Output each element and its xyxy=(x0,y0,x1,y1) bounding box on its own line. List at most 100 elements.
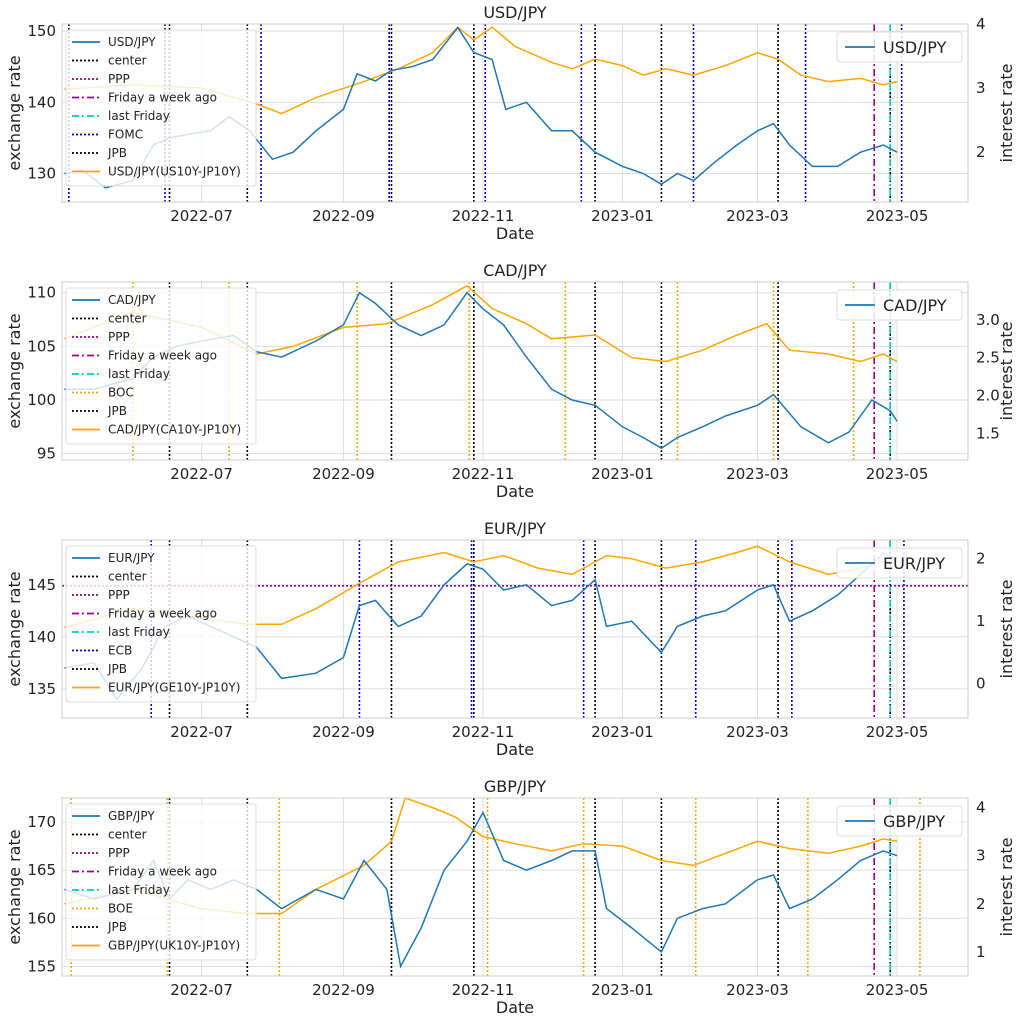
legend-entry-label: PPP xyxy=(108,846,130,860)
y-axis-label: exchange rate xyxy=(5,55,24,170)
legend-entry-label: CAD/JPY xyxy=(108,293,156,307)
y-tick-label: 150 xyxy=(27,22,56,40)
plot-frame xyxy=(61,281,969,461)
gbp-jpy-chart: 2022-07 2022-09 2022-11 2023-01 2023-03 2023-… xyxy=(5,777,1016,1017)
x-tick-label: 2023-01 xyxy=(591,465,654,483)
y2-tick-label: 2 xyxy=(976,895,986,913)
x-tick-label: 2022-07 xyxy=(170,207,233,225)
chart-title: GBP/JPY xyxy=(484,777,546,796)
x-tick-label: 2022-09 xyxy=(312,207,375,225)
y-tick-label: 140 xyxy=(27,93,56,111)
x-tick-label: 2023-01 xyxy=(591,723,654,741)
legend-entry-label: FOMC xyxy=(108,128,143,142)
plot-frame xyxy=(61,23,969,203)
chart-title: USD/JPY xyxy=(483,3,547,22)
legend-entry-label: USD/JPY(US10Y-JP10Y) xyxy=(108,165,241,179)
x-tick-label: 2022-07 xyxy=(170,981,233,999)
legend-entry-label: GBP/JPY xyxy=(108,809,155,823)
legend-entry-label: EUR/JPY xyxy=(883,554,945,573)
x-tick-label: 2022-09 xyxy=(312,465,375,483)
legend-left: EUR/JPY center PPP Friday a week ago last Fr… xyxy=(65,545,257,703)
legend-entry-label: BOE xyxy=(108,902,133,916)
x-tick-label: 2023-03 xyxy=(726,207,789,225)
x-tick-label: 2023-05 xyxy=(866,981,929,999)
x-tick-label: 2022-11 xyxy=(452,207,515,225)
legend-entry-label: GBP/JPY(UK10Y-JP10Y) xyxy=(108,939,240,953)
cad-jpy-chart: 2022-07 2022-09 2022-11 2023-01 2023-03 2023-… xyxy=(5,261,1016,501)
plot-frame xyxy=(61,797,969,977)
x-tick-label: 2022-11 xyxy=(452,465,515,483)
usd-jpy-chart: 2022-07 2022-09 2022-11 2023-01 2023-03 2023-… xyxy=(5,3,1016,243)
legend-entry-label: GBP/JPY xyxy=(883,812,945,831)
x-tick-label: 2023-05 xyxy=(866,723,929,741)
x-tick-label: 2022-07 xyxy=(170,465,233,483)
legend-entry-label: JPB xyxy=(107,662,127,676)
x-tick-label: 2023-01 xyxy=(591,207,654,225)
y-axis-label: exchange rate xyxy=(5,313,24,428)
x-axis-label: Date xyxy=(496,482,534,501)
y2-tick-label: 0 xyxy=(976,675,986,693)
y-axis-label: exchange rate xyxy=(5,829,24,944)
eur-jpy-chart: 2022-07 2022-09 2022-11 2023-01 2023-03 2023-… xyxy=(5,519,1016,759)
y2-tick-label: 2.5 xyxy=(976,349,1000,367)
chart-title: EUR/JPY xyxy=(484,519,546,538)
legend-entry-label: center xyxy=(108,54,147,68)
y-tick-label: 95 xyxy=(37,445,56,463)
x-tick-label: 2022-09 xyxy=(312,981,375,999)
y-tick-label: 135 xyxy=(27,680,56,698)
x-tick-label: 2023-05 xyxy=(866,207,929,225)
y2-tick-label: 3.0 xyxy=(976,311,1000,329)
x-tick-label: 2022-11 xyxy=(452,723,515,741)
spread-series-line xyxy=(64,545,898,629)
x-tick-label: 2023-03 xyxy=(726,981,789,999)
legend-entry-label: last Friday xyxy=(108,367,170,381)
legend-entry-label: center xyxy=(108,570,147,584)
y2-tick-label: 2 xyxy=(976,143,986,161)
legend-right: GBP/JPY xyxy=(836,805,963,837)
y2-tick-label: 4 xyxy=(976,15,986,33)
legend-entry-label: BOC xyxy=(108,386,134,400)
legend-entry-label: EUR/JPY(GE10Y-JP10Y) xyxy=(108,681,240,695)
legend-right: EUR/JPY xyxy=(836,547,963,579)
x-tick-label: 2023-01 xyxy=(591,981,654,999)
legend-entry-label: center xyxy=(108,312,147,326)
legend-entry-label: Friday a week ago xyxy=(108,91,217,105)
x-axis-label: Date xyxy=(496,998,534,1017)
spread-series-line xyxy=(64,798,898,915)
legend-entry-label: PPP xyxy=(108,330,130,344)
legend-entry-label: center xyxy=(108,828,147,842)
y-tick-label: 155 xyxy=(27,957,56,975)
legend-entry-label: Friday a week ago xyxy=(108,349,217,363)
x-tick-label: 2022-09 xyxy=(312,723,375,741)
x-tick-label: 2022-07 xyxy=(170,723,233,741)
legend-entry-label: USD/JPY xyxy=(883,38,947,57)
y2-axis-label: interest rate xyxy=(997,838,1016,937)
y2-tick-label: 3 xyxy=(976,79,986,97)
y-tick-label: 140 xyxy=(27,628,56,646)
legend-right: USD/JPY xyxy=(836,31,963,63)
y2-axis-label: interest rate xyxy=(997,322,1016,421)
y2-tick-label: 1.5 xyxy=(976,424,1000,442)
y2-tick-label: 3 xyxy=(976,847,986,865)
legend-entry-label: USD/JPY xyxy=(108,35,156,49)
y2-axis-label: interest rate xyxy=(997,580,1016,679)
spread-series-line xyxy=(64,26,898,115)
legend-entry-label: ECB xyxy=(108,644,132,658)
plot-frame xyxy=(61,539,969,719)
x-axis-label: Date xyxy=(496,740,534,759)
y-tick-label: 170 xyxy=(27,813,56,831)
legend-entry-label: last Friday xyxy=(108,109,170,123)
y2-tick-label: 1 xyxy=(976,943,986,961)
y2-tick-label: 2 xyxy=(976,550,986,568)
x-tick-label: 2022-11 xyxy=(452,981,515,999)
legend-entry-label: EUR/JPY xyxy=(108,551,155,565)
y-tick-label: 160 xyxy=(27,909,56,927)
legend-entry-label: PPP xyxy=(108,588,130,602)
x-tick-label: 2023-03 xyxy=(726,465,789,483)
x-tick-label: 2023-03 xyxy=(726,723,789,741)
y2-tick-label: 1 xyxy=(976,612,986,630)
legend-entry-label: PPP xyxy=(108,72,130,86)
legend-entry-label: last Friday xyxy=(108,625,170,639)
legend-left: USD/JPY center PPP Friday a week ago last Fr… xyxy=(65,29,257,187)
